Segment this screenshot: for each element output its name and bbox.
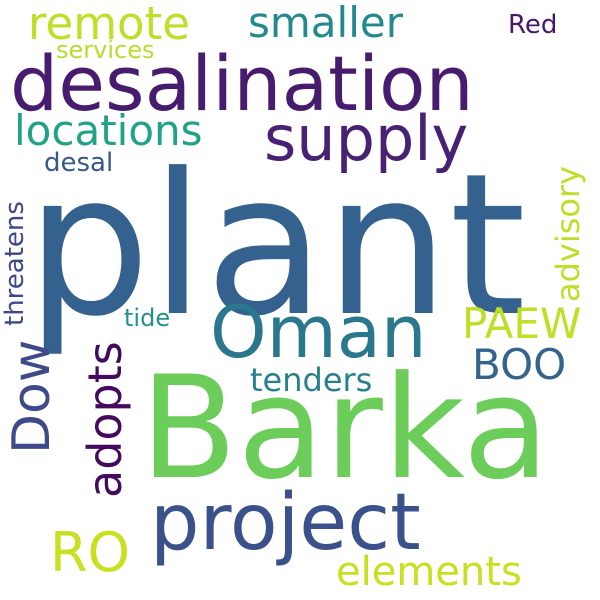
word-project: project xyxy=(150,478,421,568)
word-desal: desal xyxy=(44,148,114,178)
word-advisory: advisory xyxy=(549,165,587,302)
word-remote: remote xyxy=(28,0,190,50)
word-dow: Dow xyxy=(2,339,62,454)
word-smaller: smaller xyxy=(248,0,403,47)
word-elements: elements xyxy=(336,549,522,595)
word-desalination: desalination xyxy=(10,39,474,128)
word-barka: Barka xyxy=(140,346,550,511)
word-ro: RO xyxy=(50,521,131,584)
word-boo: BOO xyxy=(472,340,567,389)
word-tenders: tenders xyxy=(250,361,373,399)
word-adopts: adopts xyxy=(78,341,132,498)
word-locations: locations xyxy=(14,106,203,155)
word-supply: supply xyxy=(264,102,469,175)
word-plant: plant xyxy=(26,132,527,360)
word-paew: PAEW xyxy=(462,299,582,348)
word-red: Red xyxy=(508,10,558,40)
word-services: services xyxy=(56,36,155,64)
word-threatens: threatens xyxy=(0,201,30,326)
word-oman: Oman xyxy=(210,290,427,374)
word-tide: tide xyxy=(124,304,171,332)
